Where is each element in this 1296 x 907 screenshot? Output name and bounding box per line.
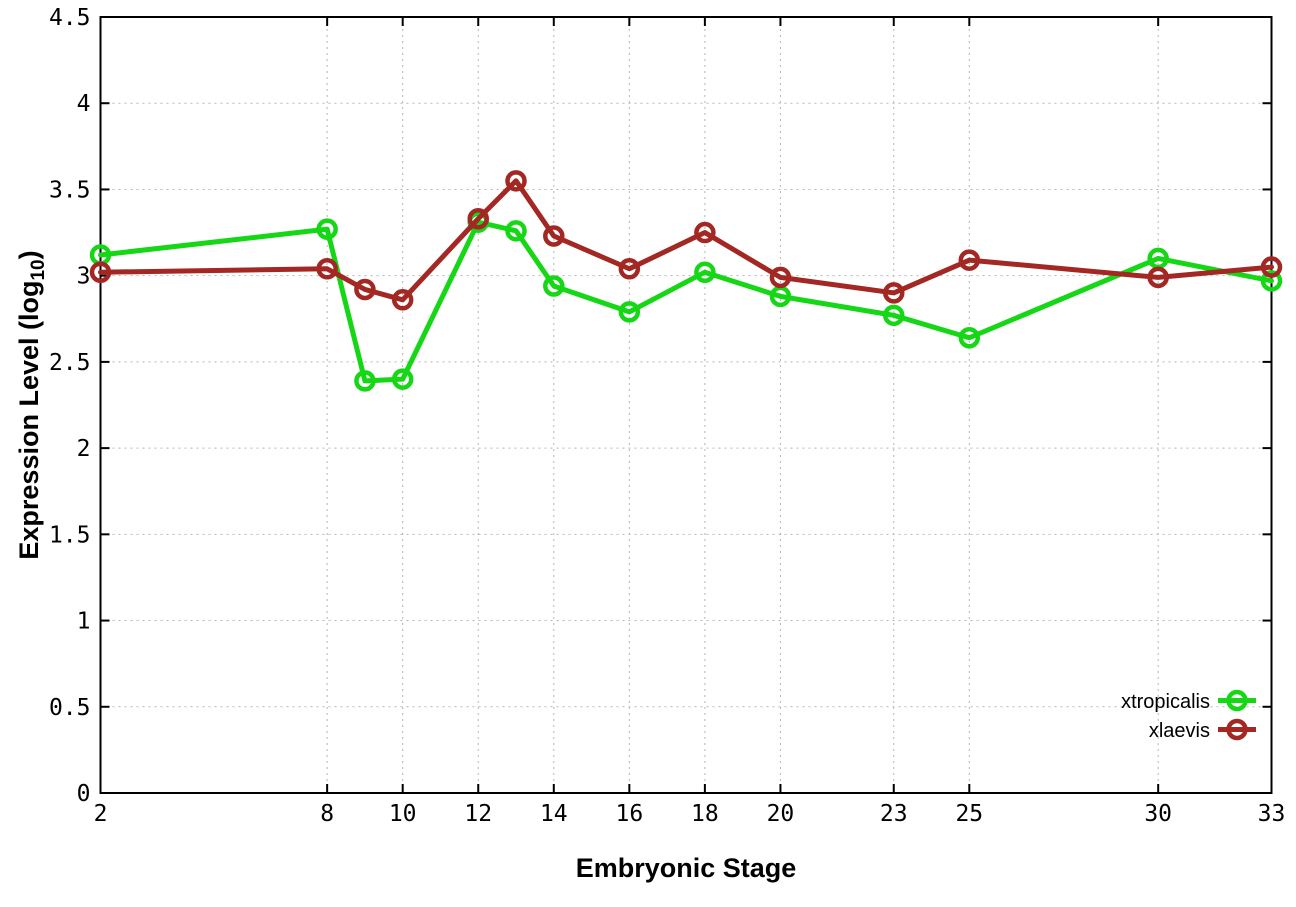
data-point-xlaevis-20	[769, 266, 792, 289]
y-tick-label: 4.5	[49, 5, 91, 31]
y-tick-label: 2	[77, 436, 91, 462]
x-tick-label: 33	[1258, 801, 1286, 827]
gridlines	[100, 16, 1272, 794]
data-point-xlaevis-10	[391, 289, 414, 311]
x-tick-label: 18	[691, 801, 719, 827]
data-point-xtropicalis-10	[391, 368, 414, 390]
x-tick-label: 20	[767, 801, 795, 827]
y-tick-label: 1.5	[49, 522, 91, 548]
series-line-xtropicalis	[98, 219, 1274, 384]
data-point-xlaevis-9	[354, 278, 376, 301]
data-point-xlaevis-25	[958, 249, 981, 271]
series-xlaevis	[89, 170, 1283, 311]
data-point-xlaevis-16	[618, 258, 641, 280]
data-point-xtropicalis-16	[618, 301, 641, 323]
x-tick-label: 23	[880, 801, 908, 827]
x-tick-label: 2	[94, 801, 108, 827]
x-tick-label: 14	[540, 801, 568, 827]
data-point-xlaevis-30	[1147, 266, 1169, 289]
plot-border	[99, 16, 1273, 794]
y-tick-label: 2.5	[49, 350, 91, 376]
y-axis-title-subscript: 10	[28, 259, 49, 280]
data-point-xlaevis-13	[505, 170, 527, 192]
data-point-xlaevis-12	[467, 208, 489, 230]
y-axis-title-base: Expression Level (log	[14, 281, 44, 560]
legend-sample-marker-xlaevis	[1226, 718, 1248, 741]
x-tick-label: 16	[615, 801, 643, 827]
data-point-xtropicalis-25	[958, 326, 981, 349]
legend-label-xlaevis: xlaevis	[1149, 720, 1210, 742]
x-tick-label: 25	[955, 801, 983, 827]
y-tick-label: 3.5	[49, 177, 91, 203]
legend-label-xtropicalis: xtropicalis	[1121, 691, 1210, 713]
data-point-xtropicalis-23	[883, 304, 905, 327]
y-axis-title: Expression Level (log10)	[14, 250, 49, 559]
data-point-xtropicalis-33	[1260, 270, 1283, 292]
y-tick-label: 0	[77, 781, 91, 807]
data-point-xlaevis-8	[316, 258, 338, 280]
data-point-xtropicalis-9	[354, 370, 376, 392]
data-point-xlaevis-23	[883, 282, 905, 304]
x-axis-title: Embryonic Stage	[576, 853, 797, 883]
data-point-xlaevis-18	[694, 221, 716, 244]
data-series	[89, 170, 1283, 392]
x-tick-label: 12	[464, 801, 492, 827]
x-tick-label: 8	[320, 801, 334, 827]
y-axis-title-close: )	[14, 250, 44, 259]
x-tick-label: 10	[389, 801, 417, 827]
x-tick-label: 30	[1144, 801, 1172, 827]
y-tick-label: 3	[77, 264, 91, 290]
y-tick-label: 1	[77, 609, 91, 635]
data-point-xtropicalis-18	[694, 261, 716, 283]
legend-sample-marker-xtropicalis	[1226, 689, 1248, 712]
data-point-xlaevis-33	[1260, 256, 1283, 278]
y-tick-label: 4	[77, 91, 91, 117]
data-point-xtropicalis-13	[505, 220, 527, 242]
data-point-xtropicalis-14	[543, 275, 565, 297]
chart-legend: xtropicalis xlaevis	[1121, 689, 1256, 742]
data-point-xtropicalis-8	[316, 218, 338, 240]
data-point-xlaevis-2	[89, 261, 112, 283]
y-tick-label: 0.5	[49, 695, 91, 721]
tick-labels: 2 8 10 12 14 16 18 20 23 25 30 33 0 0.5 1 1.5 2 2.5 3 3.5 4 4…	[49, 5, 1285, 827]
data-point-xlaevis-14	[543, 225, 565, 247]
plot-border-and-ticks	[99, 16, 1273, 794]
